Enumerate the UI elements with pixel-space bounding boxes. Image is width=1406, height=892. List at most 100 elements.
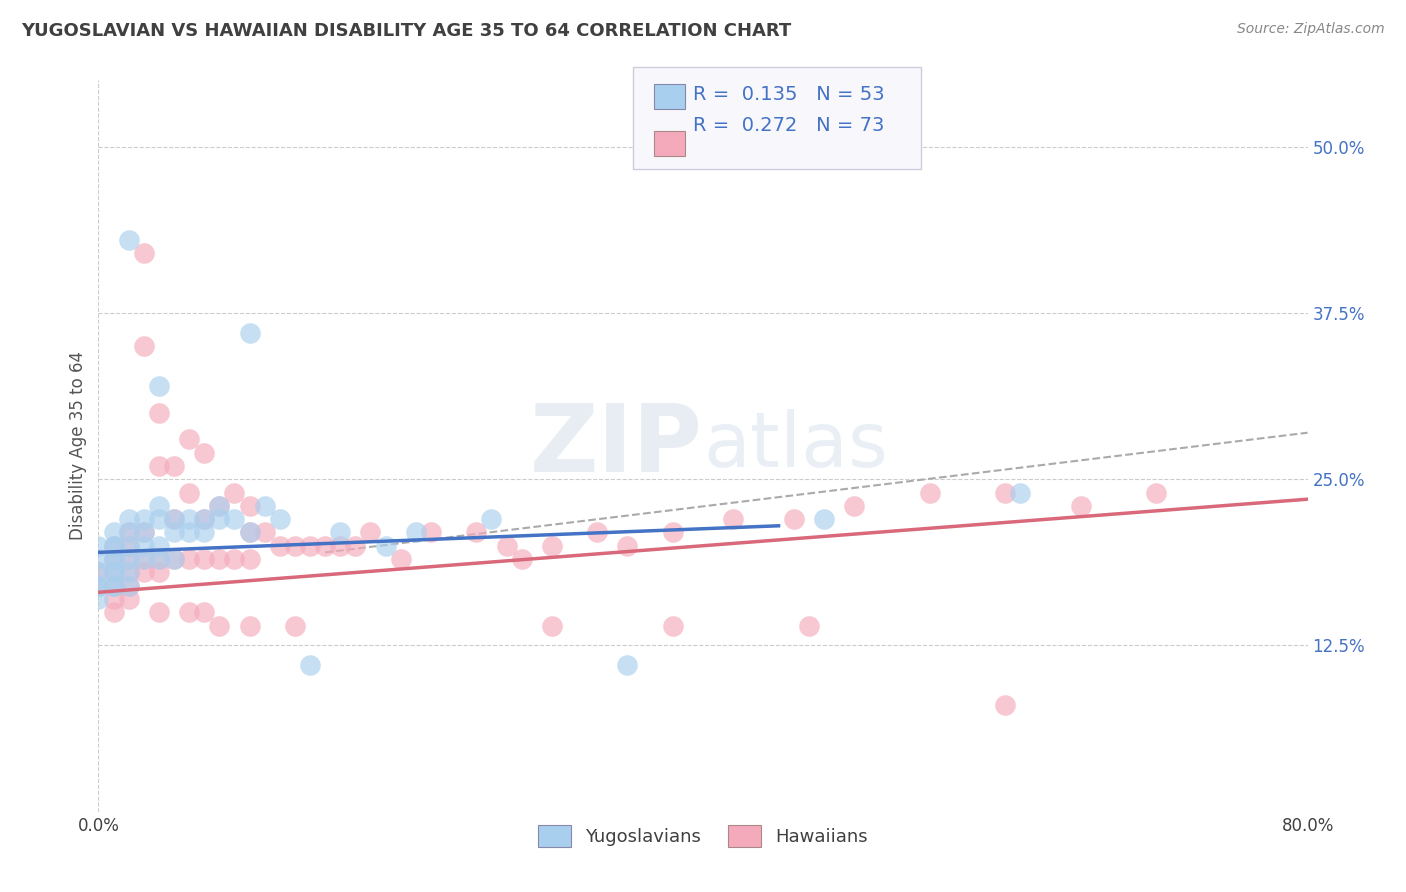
Point <box>239 499 262 513</box>
Point <box>465 525 488 540</box>
Point <box>193 525 215 540</box>
Point <box>163 552 186 566</box>
Point <box>284 539 307 553</box>
Point <box>118 566 141 580</box>
Point <box>148 552 170 566</box>
Point <box>208 618 231 632</box>
Point <box>132 525 155 540</box>
Point <box>389 552 412 566</box>
Point <box>87 579 110 593</box>
Point <box>87 579 110 593</box>
Point <box>1010 485 1032 500</box>
Point <box>1070 499 1092 513</box>
Point <box>118 579 141 593</box>
Point <box>148 552 170 566</box>
Point <box>344 539 367 553</box>
Point <box>103 539 125 553</box>
Point <box>163 458 186 473</box>
Point <box>118 552 141 566</box>
Point <box>253 525 276 540</box>
Point <box>284 618 307 632</box>
Point <box>239 618 262 632</box>
Point <box>118 579 141 593</box>
Point <box>208 512 231 526</box>
Point <box>616 658 638 673</box>
Point <box>420 525 443 540</box>
Text: Source: ZipAtlas.com: Source: ZipAtlas.com <box>1237 22 1385 37</box>
Point <box>132 552 155 566</box>
Point <box>329 525 352 540</box>
Point <box>918 485 941 500</box>
Point <box>661 525 683 540</box>
Point <box>132 566 155 580</box>
Point <box>360 525 382 540</box>
Point <box>118 539 141 553</box>
Point <box>148 539 170 553</box>
Point <box>118 539 141 553</box>
Point <box>103 566 125 580</box>
Point <box>103 566 125 580</box>
Point <box>87 579 110 593</box>
Point <box>1144 485 1167 500</box>
Point <box>103 591 125 606</box>
Point <box>299 539 322 553</box>
Point <box>193 552 215 566</box>
Point <box>179 485 201 500</box>
Point <box>163 512 186 526</box>
Point <box>844 499 866 513</box>
Point <box>163 512 186 526</box>
Point <box>329 539 352 553</box>
Point <box>269 512 291 526</box>
Point <box>208 552 231 566</box>
Point <box>103 605 125 619</box>
Point <box>193 512 215 526</box>
Point <box>103 552 125 566</box>
Point <box>103 579 125 593</box>
Point <box>118 566 141 580</box>
Point <box>179 525 201 540</box>
Point <box>299 658 322 673</box>
Point <box>148 406 170 420</box>
Point <box>269 539 291 553</box>
Point <box>179 605 201 619</box>
Point <box>405 525 427 540</box>
Point <box>87 552 110 566</box>
Point <box>132 339 155 353</box>
Text: R =  0.272   N = 73: R = 0.272 N = 73 <box>693 116 884 135</box>
Point <box>783 512 806 526</box>
Point <box>723 512 745 526</box>
Point <box>510 552 533 566</box>
Point <box>87 566 110 580</box>
Point <box>540 618 562 632</box>
Point <box>148 566 170 580</box>
Point <box>193 445 215 459</box>
Point <box>118 525 141 540</box>
Point <box>239 525 262 540</box>
Point <box>661 618 683 632</box>
Point <box>132 525 155 540</box>
Text: R =  0.135   N = 53: R = 0.135 N = 53 <box>693 85 884 103</box>
Point <box>87 591 110 606</box>
Point <box>208 499 231 513</box>
Point <box>797 618 820 632</box>
Point <box>132 246 155 260</box>
Point <box>103 552 125 566</box>
Point <box>103 539 125 553</box>
Y-axis label: Disability Age 35 to 64: Disability Age 35 to 64 <box>69 351 87 541</box>
Point <box>103 539 125 553</box>
Point <box>224 512 246 526</box>
Point <box>163 525 186 540</box>
Point <box>994 698 1017 713</box>
Point <box>179 433 201 447</box>
Point <box>103 552 125 566</box>
Point <box>224 552 246 566</box>
Point <box>148 458 170 473</box>
Point <box>179 552 201 566</box>
Point <box>813 512 835 526</box>
Point <box>118 525 141 540</box>
Point <box>87 566 110 580</box>
Point <box>118 591 141 606</box>
Point <box>239 326 262 340</box>
Point <box>239 552 262 566</box>
Point <box>132 539 155 553</box>
